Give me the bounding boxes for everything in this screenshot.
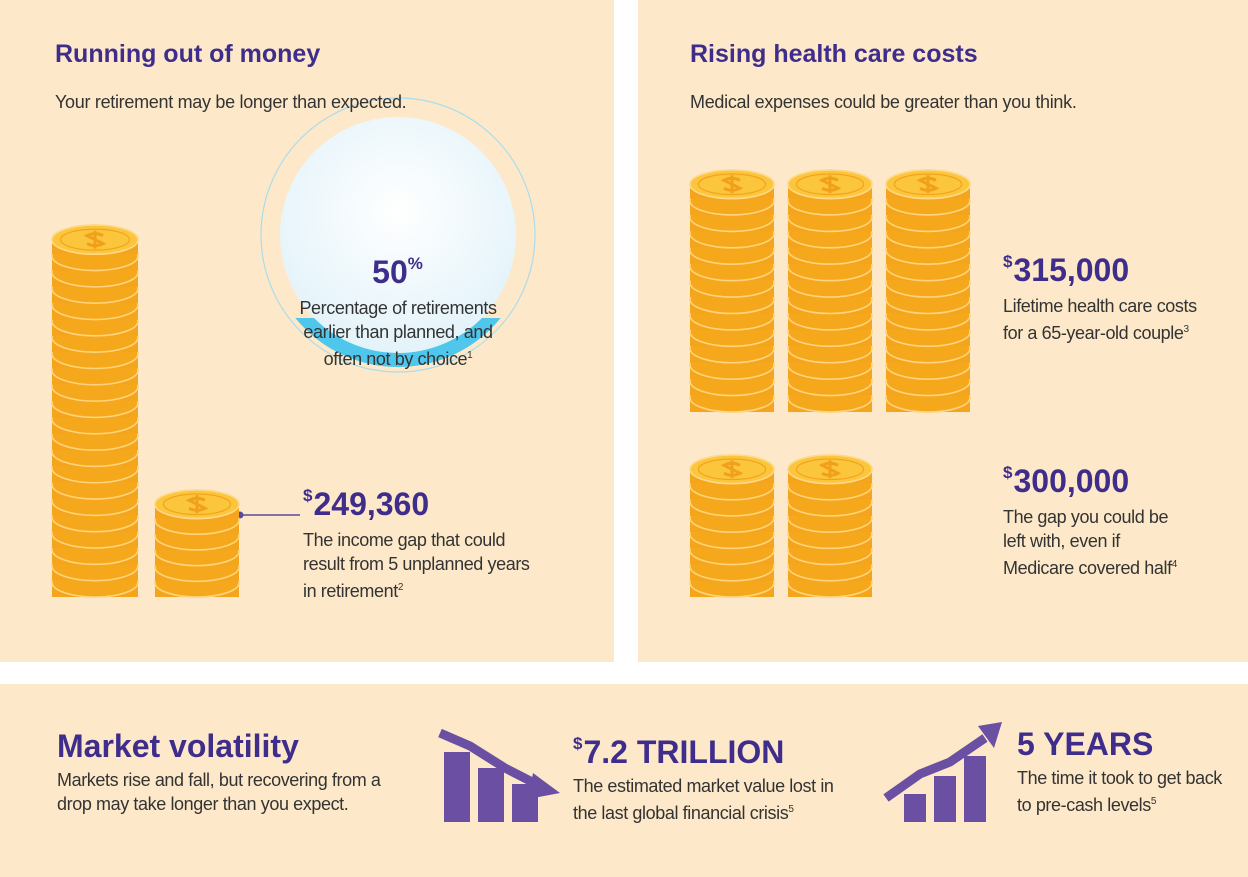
subtitle: Your retirement may be longer than expec…	[55, 92, 406, 113]
value: 7.2 TRILLION	[583, 734, 784, 770]
footnote: 5	[1151, 796, 1156, 807]
text: The estimated market value lost in the l…	[573, 776, 834, 823]
value: 249,360	[313, 486, 429, 522]
unit: %	[408, 254, 423, 273]
coin-stack	[52, 225, 138, 597]
stat: 5 YEARS The time it took to get back to …	[1017, 726, 1237, 817]
value: 315,000	[1013, 252, 1129, 288]
stat: $315,000 Lifetime health care costs for …	[1003, 244, 1223, 345]
subtitle: Medical expenses could be greater than y…	[690, 92, 1077, 113]
coin-stack	[690, 170, 774, 412]
coin-stack	[886, 170, 970, 412]
subtitle: Markets rise and fall, but recovering fr…	[57, 768, 407, 816]
unit: $	[303, 486, 312, 505]
text: The income gap that could result from 5 …	[303, 530, 530, 601]
footnote: 4	[1172, 559, 1177, 570]
footnote: 3	[1184, 324, 1189, 335]
page: Running out of money Your retirement may…	[0, 0, 1248, 877]
value: 5 YEARS	[1017, 726, 1153, 762]
title: Market volatility	[57, 728, 299, 764]
coin-stack	[788, 455, 872, 597]
text: The time it took to get back to pre-cash…	[1017, 768, 1222, 815]
coin-stack	[690, 455, 774, 597]
coin-stack	[788, 170, 872, 412]
stat: $249,360 The income gap that could resul…	[303, 478, 543, 603]
footnote: 5	[788, 804, 793, 815]
title: Rising health care costs	[690, 40, 978, 69]
unit: $	[1003, 252, 1012, 271]
unit: $	[573, 734, 582, 753]
title: Running out of money	[55, 40, 320, 69]
stat: $7.2 TRILLION The estimated market value…	[573, 726, 863, 825]
stat: $300,000 The gap you could be left with,…	[1003, 455, 1223, 580]
footnote: 1	[467, 350, 472, 361]
text: Lifetime health care costs for a 65-year…	[1003, 296, 1197, 343]
stat: 50% Percentage of retirements earlier th…	[283, 246, 513, 371]
footnote: 2	[398, 582, 403, 593]
unit: $	[1003, 463, 1012, 482]
value: 300,000	[1013, 463, 1129, 499]
value: 50	[372, 254, 408, 290]
text: The gap you could be left with, even if …	[1003, 507, 1172, 578]
coin-stack	[155, 490, 239, 597]
